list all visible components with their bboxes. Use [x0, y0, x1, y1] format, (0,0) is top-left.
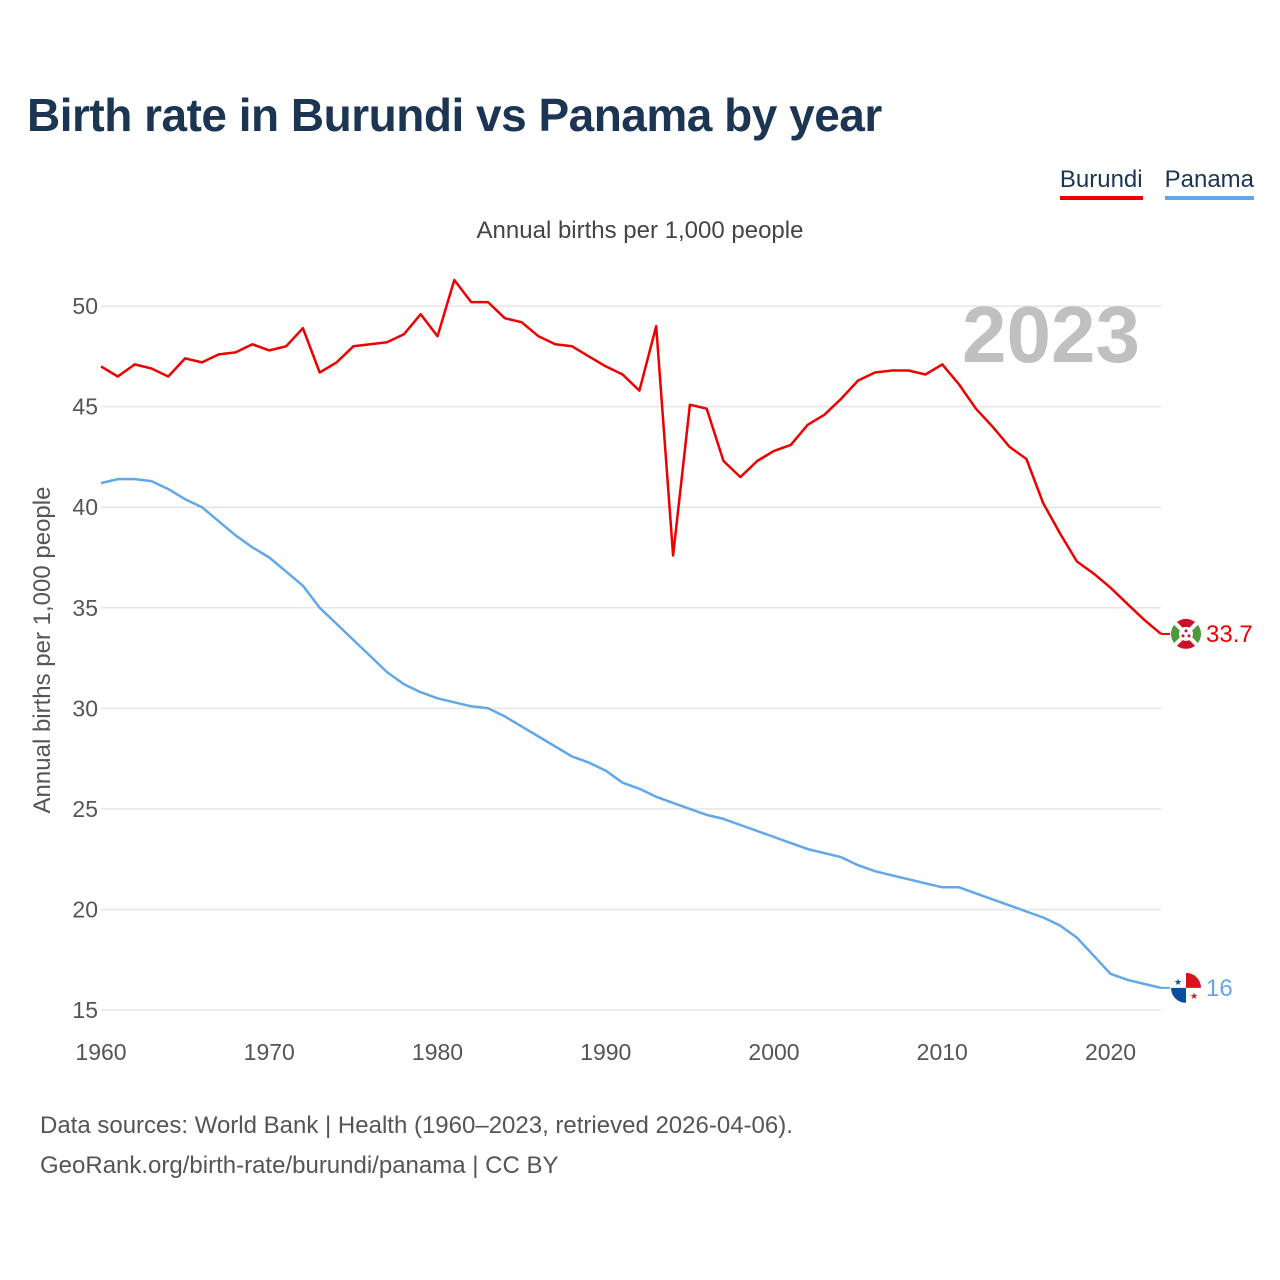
x-tick-label-1960: 1960 [75, 1039, 126, 1065]
y-tick-label-40: 40 [72, 494, 98, 520]
legend: Burundi Panama [1059, 166, 1254, 200]
legend-item-panama[interactable]: Panama [1164, 166, 1254, 200]
year-badge: 2023 [962, 290, 1140, 379]
svg-text:★: ★ [1190, 991, 1198, 1001]
y-tick-label-30: 30 [72, 695, 98, 721]
panama-flag-icon: ★★ [1171, 972, 1201, 1003]
chart-title: Birth rate in Burundi vs Panama by year [27, 89, 882, 141]
source-line-data: Data sources: World Bank | Health (1960–… [40, 1112, 793, 1139]
series-line-burundi [100, 278, 1162, 635]
burundi-flag-icon [1171, 618, 1201, 649]
y-tick-label-20: 20 [72, 896, 98, 922]
svg-text:★: ★ [1174, 977, 1182, 987]
x-tick-label-1980: 1980 [412, 1039, 463, 1065]
y-tick-label-50: 50 [72, 293, 98, 319]
y-tick-label-15: 15 [72, 997, 98, 1023]
legend-item-burundi[interactable]: Burundi [1059, 166, 1143, 200]
source-note: Data sources: World Bank | Health (1960–… [40, 1106, 793, 1186]
y-axis-label: Annual births per 1,000 people [29, 487, 56, 814]
x-tick-label-2020: 2020 [1085, 1039, 1136, 1065]
line-chart: 15 20 25 30 35 40 45 50 1960 1970 1980 1990 2000 2010… [29, 278, 1253, 1065]
end-label-burundi: 33.7 [1206, 621, 1253, 648]
y-tick-label-25: 25 [72, 796, 98, 822]
x-tick-label-1970: 1970 [244, 1039, 295, 1065]
x-tick-label-1990: 1990 [580, 1039, 631, 1065]
x-tick-label-2010: 2010 [917, 1039, 968, 1065]
y-tick-label-35: 35 [72, 595, 98, 621]
chart-subtitle: Annual births per 1,000 people [476, 217, 804, 244]
series-line-panama [100, 477, 1162, 990]
x-tick-label-2000: 2000 [748, 1039, 799, 1065]
source-line-url[interactable]: GeoRank.org/birth-rate/burundi/panama | … [40, 1152, 559, 1179]
y-tick-label-45: 45 [72, 394, 98, 420]
end-label-panama: 16 [1206, 975, 1233, 1002]
